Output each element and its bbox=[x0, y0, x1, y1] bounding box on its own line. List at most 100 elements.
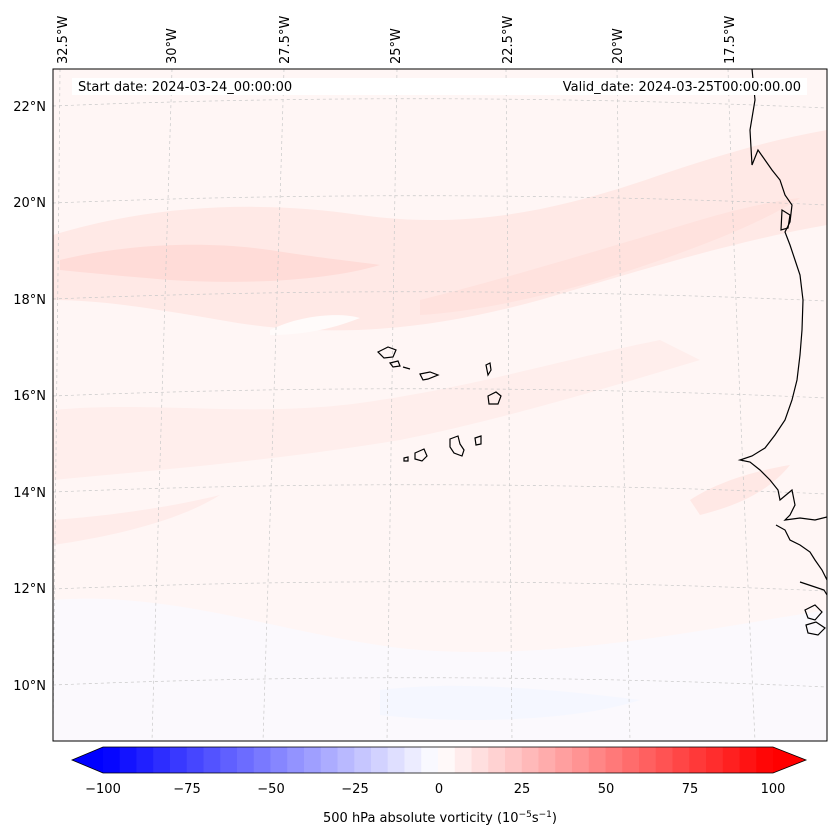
colorbar-label-exp1: −5 bbox=[519, 810, 532, 820]
cbar-tick-8: 100 bbox=[761, 782, 786, 797]
coast-inlet bbox=[780, 208, 791, 231]
colorbar-label-end: ) bbox=[552, 811, 557, 826]
colorbar-step bbox=[387, 747, 405, 773]
colorbar-step bbox=[170, 747, 188, 773]
gridlines bbox=[53, 69, 827, 741]
coast-segment-islands-a bbox=[799, 581, 827, 596]
colorbar-step bbox=[655, 747, 673, 773]
cape-verde-islands bbox=[376, 346, 502, 462]
lon-label-5: 20°W bbox=[611, 28, 626, 64]
start-date-label: Start date: 2024-03-24_00:00:00 bbox=[78, 80, 292, 95]
lat-tick-labels: 22°N 20°N 18°N 16°N 14°N 12°N 10°N bbox=[13, 100, 46, 694]
valid-date-label: Valid_date: 2024-03-25T00:00:00.00 bbox=[563, 80, 801, 95]
colorbar-label-mid: s bbox=[532, 811, 539, 826]
colorbar-step bbox=[320, 747, 338, 773]
colorbar-label-main: 500 hPa absolute vorticity (10 bbox=[323, 811, 519, 826]
island-santa-luzia bbox=[402, 366, 411, 370]
colorbar-label-exp2: −1 bbox=[539, 810, 552, 820]
cbar-tick-2: −50 bbox=[257, 782, 284, 797]
colorbar-step bbox=[153, 747, 171, 773]
lat-label-6: 10°N bbox=[13, 679, 46, 694]
colorbar-step bbox=[220, 747, 238, 773]
lat-label-1: 20°N bbox=[13, 196, 46, 211]
vorticity-field bbox=[53, 69, 827, 741]
cbar-tick-4: 0 bbox=[435, 782, 443, 797]
lat-label-3: 16°N bbox=[13, 389, 46, 404]
coast-islet-2 bbox=[805, 621, 826, 636]
colorbar-step bbox=[488, 747, 506, 773]
vorticity-band-central bbox=[53, 340, 700, 480]
coast-segment-guinea bbox=[775, 524, 827, 581]
lat-label-5: 12°N bbox=[13, 582, 46, 597]
colorbar-step bbox=[421, 747, 439, 773]
colorbar-step bbox=[505, 747, 523, 773]
vorticity-band-south bbox=[53, 495, 220, 545]
weak-negative-region bbox=[53, 598, 827, 741]
colorbar-step bbox=[722, 747, 740, 773]
island-maio bbox=[474, 435, 482, 446]
colorbar-step bbox=[605, 747, 623, 773]
colorbar-outline bbox=[70, 746, 808, 774]
colorbar-step bbox=[706, 747, 724, 773]
cbar-tick-5: 25 bbox=[514, 782, 531, 797]
colorbar-step bbox=[454, 747, 472, 773]
cbar-tick-0: −100 bbox=[85, 782, 121, 797]
colorbar-step bbox=[438, 747, 456, 773]
lon-label-0: 32.5°W bbox=[56, 16, 71, 64]
island-fogo bbox=[414, 448, 428, 462]
colorbar: −100 −75 −50 −25 0 25 50 75 100 500 hPa … bbox=[70, 746, 808, 826]
cbar-tick-3: −25 bbox=[341, 782, 368, 797]
colorbar-extend-low bbox=[72, 747, 103, 773]
lat-label-4: 14°N bbox=[13, 486, 46, 501]
lon-label-6: 17.5°W bbox=[723, 16, 738, 64]
colorbar-step bbox=[186, 747, 204, 773]
colorbar-step bbox=[404, 747, 422, 773]
african-coastline bbox=[737, 69, 827, 521]
colorbar-step bbox=[270, 747, 288, 773]
lon-tick-labels: 32.5°W 30°W 27.5°W 25°W 22.5°W 20°W 17.5… bbox=[56, 16, 738, 64]
colorbar-step bbox=[689, 747, 707, 773]
colorbar-step bbox=[119, 747, 137, 773]
island-sal bbox=[485, 362, 492, 377]
cbar-tick-7: 75 bbox=[682, 782, 699, 797]
colorbar-steps bbox=[72, 747, 806, 773]
island-sao-nicolau bbox=[419, 371, 440, 381]
colorbar-label: 500 hPa absolute vorticity (10−5s−1) bbox=[323, 810, 557, 826]
lon-label-3: 25°W bbox=[389, 28, 404, 64]
vorticity-core-north bbox=[60, 244, 380, 282]
colorbar-extend-high bbox=[773, 747, 806, 773]
island-sao-vicente bbox=[388, 360, 401, 368]
start-date-box bbox=[72, 78, 308, 95]
colorbar-step bbox=[572, 747, 590, 773]
lat-label-0: 22°N bbox=[13, 100, 46, 115]
valid-date-box bbox=[308, 78, 807, 95]
colorbar-step bbox=[136, 747, 154, 773]
island-santo-antao bbox=[376, 346, 397, 359]
coastlines bbox=[737, 69, 827, 636]
island-boa-vista bbox=[487, 391, 502, 405]
lon-label-4: 22.5°W bbox=[501, 16, 516, 64]
colorbar-ticks: −100 −75 −50 −25 0 25 50 75 100 bbox=[85, 782, 785, 797]
colorbar-step bbox=[237, 747, 255, 773]
colorbar-step bbox=[555, 747, 573, 773]
colorbar-step bbox=[354, 747, 372, 773]
colorbar-step bbox=[337, 747, 355, 773]
colorbar-step bbox=[622, 747, 640, 773]
vorticity-core-band bbox=[420, 198, 800, 315]
colorbar-step bbox=[588, 747, 606, 773]
colorbar-step bbox=[739, 747, 757, 773]
colorbar-step bbox=[103, 747, 121, 773]
negative-patch bbox=[380, 685, 640, 720]
colorbar-step bbox=[471, 747, 489, 773]
island-santiago bbox=[449, 435, 465, 457]
colorbar-step bbox=[521, 747, 539, 773]
weak-patch bbox=[270, 315, 360, 335]
cbar-tick-1: −75 bbox=[173, 782, 200, 797]
cbar-tick-6: 50 bbox=[598, 782, 615, 797]
colorbar-step bbox=[287, 747, 305, 773]
colorbar-step bbox=[672, 747, 690, 773]
colorbar-step bbox=[639, 747, 657, 773]
lat-label-2: 18°N bbox=[13, 293, 46, 308]
colorbar-step bbox=[203, 747, 221, 773]
